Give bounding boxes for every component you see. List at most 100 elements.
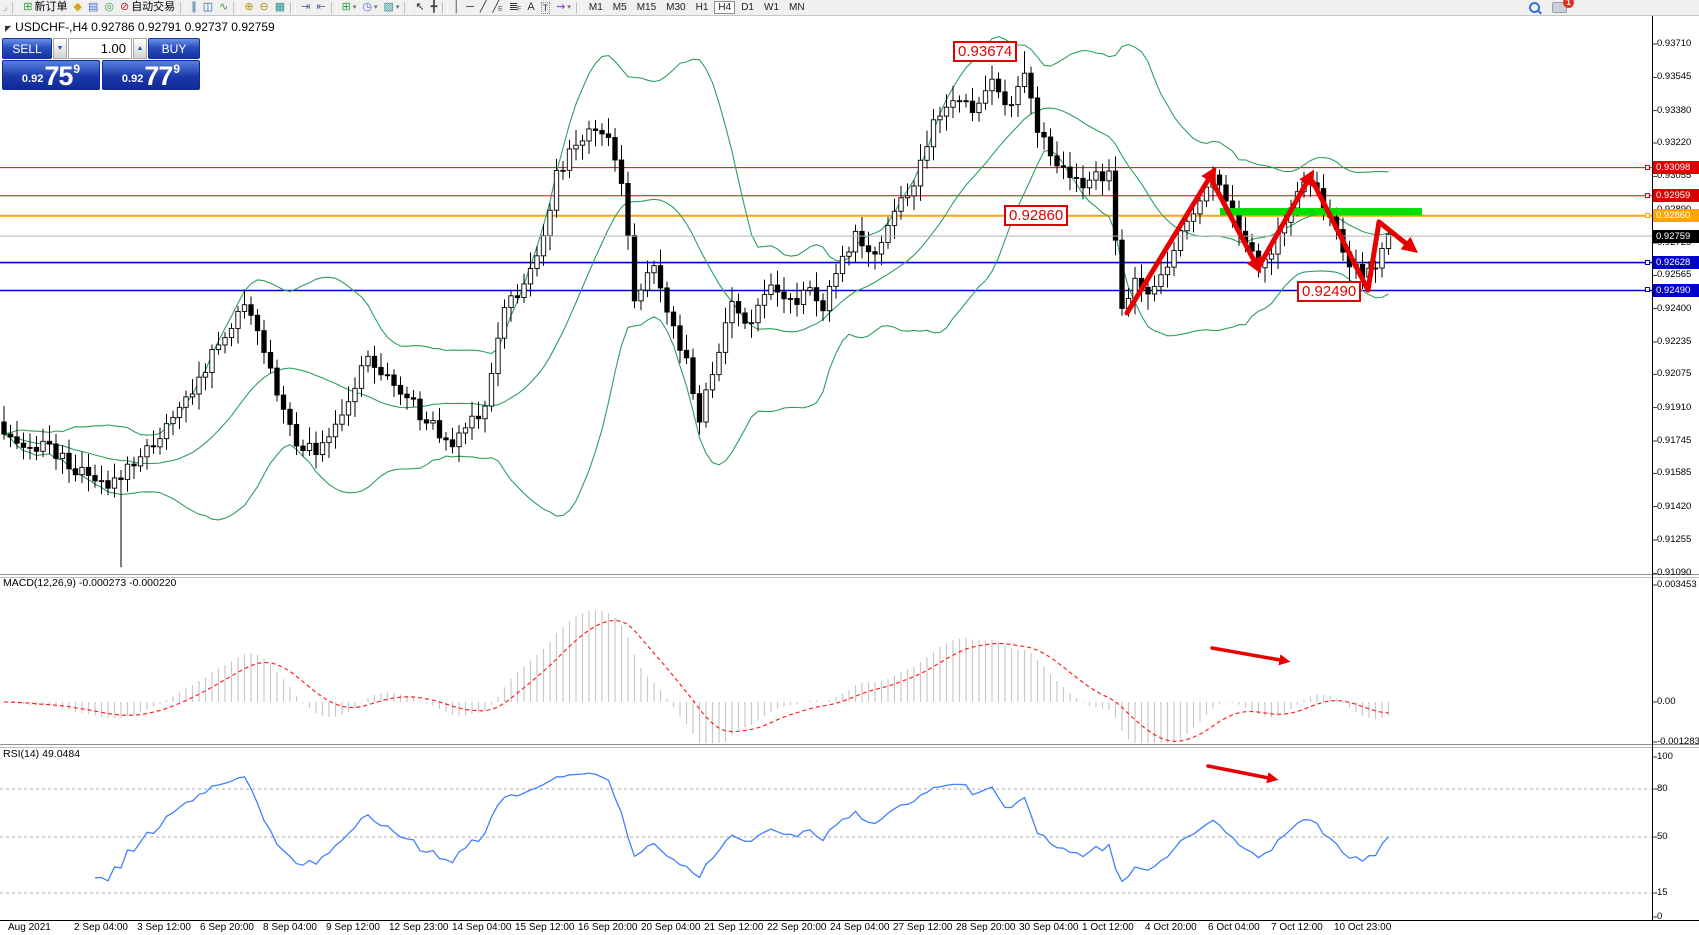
time-axis-label[interactable]: 24 Sep 04:00 <box>830 922 890 933</box>
time-axis-label[interactable]: 10 Oct 23:00 <box>1334 922 1392 933</box>
time-axis-label[interactable]: 9 Sep 12:00 <box>326 922 380 933</box>
notifications-icon[interactable]: 1 <box>1552 0 1574 13</box>
macd-values: -0.000273 -0.000220 <box>78 577 177 589</box>
zoom-in-icon[interactable]: ⊕ <box>244 1 254 13</box>
search-icon[interactable] <box>1529 2 1540 13</box>
crosshair-icon[interactable]: ╋ <box>430 1 438 13</box>
cursor-icon[interactable]: ↖ <box>415 1 425 13</box>
buy-price-button[interactable]: 0.92 77 9 <box>102 60 200 90</box>
main-toolbar: ◞ ⊞ 新订单 ◆ ▤ ◎ ⊘ 自动交易 ∥ ◫ ∿ ⊕ ⊖ ▦ ⇥ ⇤ ⊞ ▾ ◷ ▾ ▧ ▾ ↖ ╋ │ ─ ╱ ╱ E ≣ F A T ⇝ ▾… <box>0 0 1699 16</box>
price-tick-label: 0.91255 <box>1657 534 1692 545</box>
timeframe-button-h1[interactable]: H1 <box>695 2 709 13</box>
rsi-annotation-arrow[interactable] <box>1206 764 1279 784</box>
price-callout-0.93674[interactable]: 0.93674 <box>953 41 1018 62</box>
timeframe-button-m5[interactable]: M5 <box>612 2 627 13</box>
time-axis-label[interactable]: Aug 2021 <box>8 922 51 933</box>
time-axis-label[interactable]: 28 Sep 20:00 <box>956 922 1016 933</box>
current-price-badge: 0.92759 <box>1653 229 1699 243</box>
sell-button[interactable]: SELL <box>2 38 52 59</box>
time-axis-label[interactable]: 30 Sep 04:00 <box>1019 922 1079 933</box>
time-axis-label[interactable]: 4 Oct 20:00 <box>1145 922 1197 933</box>
timeframe-button-w1[interactable]: W1 <box>764 2 779 13</box>
time-axis-label[interactable]: 6 Sep 20:00 <box>200 922 254 933</box>
channel-icon[interactable]: ╱ E <box>492 1 503 13</box>
line-chart-icon[interactable]: ∿ <box>219 1 229 13</box>
price-tick-label: 0.93710 <box>1657 38 1692 49</box>
price-line-badge-0.92959: 0.92959 <box>1653 189 1699 203</box>
buy-price-sup: 9 <box>173 62 181 76</box>
ticket-icon[interactable]: ◆ <box>73 1 82 13</box>
tile-windows-icon[interactable]: ▦ <box>274 1 286 13</box>
lot-increase-button[interactable]: ▲ <box>133 38 147 59</box>
line-endpoint-marker <box>1645 212 1650 218</box>
time-axis-label[interactable]: 3 Sep 12:00 <box>137 922 191 933</box>
lot-decrease-button[interactable]: ▼ <box>53 38 67 59</box>
timeframe-button-m30[interactable]: M30 <box>666 2 686 13</box>
macd-scale-label: 0.00 <box>1657 696 1676 707</box>
timeframe-button-h4[interactable]: H4 <box>714 1 736 14</box>
time-axis-label[interactable]: 6 Oct 04:00 <box>1208 922 1260 933</box>
chart-profile-icon[interactable]: ▤ <box>87 1 99 13</box>
sell-price-sup: 9 <box>73 62 81 76</box>
buy-button[interactable]: BUY <box>148 38 200 59</box>
notification-badge: 1 <box>1563 0 1574 8</box>
time-axis-label[interactable]: 2 Sep 04:00 <box>74 922 128 933</box>
price-callout-0.92860[interactable]: 0.92860 <box>1004 205 1069 226</box>
rsi-scale-label: 80 <box>1657 783 1668 794</box>
autotrade-icon[interactable]: ⊘ 自动交易 <box>119 1 176 13</box>
rsi-scale-label: 0 <box>1657 911 1663 922</box>
resistance-zone[interactable] <box>1220 208 1422 216</box>
time-axis-label[interactable]: 16 Sep 20:00 <box>578 922 638 933</box>
timeframe-button-mn[interactable]: MN <box>789 2 805 13</box>
price-line-badge-0.92490: 0.92490 <box>1653 283 1699 297</box>
time-axis-label[interactable]: 14 Sep 04:00 <box>452 922 512 933</box>
new-order-icon[interactable]: ⊞ 新订单 <box>23 1 68 13</box>
timeframe-button-m15[interactable]: M15 <box>636 2 657 13</box>
lot-size-input[interactable]: 1.00 <box>68 38 132 59</box>
line-endpoint-marker <box>1645 164 1650 170</box>
time-axis-label[interactable]: 12 Sep 23:00 <box>389 922 449 933</box>
time-axis-label[interactable]: 21 Sep 12:00 <box>704 922 764 933</box>
sell-price-button[interactable]: 0.92 75 9 <box>2 60 100 90</box>
trend-annotation-arrows[interactable] <box>1124 166 1419 316</box>
candles-chart-icon[interactable]: ◫ <box>202 1 214 13</box>
periods-icon[interactable]: ◷ ▾ <box>362 1 378 13</box>
chart-collapse-icon[interactable]: ◤ <box>5 24 12 33</box>
rsi-line <box>94 772 1389 883</box>
price-tick-label: 0.91420 <box>1657 500 1692 512</box>
macd-histogram <box>3 610 1390 743</box>
text-icon[interactable]: A <box>527 1 535 13</box>
time-axis-label[interactable]: 7 Oct 12:00 <box>1271 922 1323 933</box>
templates-icon[interactable]: ▧ ▾ <box>383 1 400 13</box>
price-callout-0.92490[interactable]: 0.92490 <box>1297 281 1362 302</box>
line-endpoint-marker <box>1645 192 1650 198</box>
vline-icon[interactable]: │ <box>453 1 461 13</box>
hline-icon[interactable]: ─ <box>466 1 474 13</box>
time-axis-label[interactable]: 20 Sep 04:00 <box>641 922 701 933</box>
trendline-icon[interactable]: ╱ <box>479 1 487 13</box>
arrows-icon[interactable]: ⇝ ▾ <box>556 1 571 13</box>
time-axis-label[interactable]: 1 Oct 12:00 <box>1082 922 1134 933</box>
time-axis-label[interactable]: 8 Sep 04:00 <box>263 922 317 933</box>
chart-canvas[interactable] <box>0 16 1699 935</box>
signals-icon[interactable]: ◎ <box>104 1 114 13</box>
macd-annotation-arrow[interactable] <box>1210 646 1291 666</box>
zoom-out-icon[interactable]: ⊖ <box>259 1 269 13</box>
one-click-trade-panel: SELL ▼ 1.00 ▲ BUY 0.92 75 9 0.92 77 9 <box>2 38 200 90</box>
fibonacci-icon[interactable]: ≣ F <box>508 1 522 13</box>
macd-scale-label: -0.001283 <box>1657 736 1699 747</box>
auto-scroll-icon[interactable]: ⇥ <box>301 1 311 13</box>
timeframe-button-d1[interactable]: D1 <box>741 2 754 13</box>
macd-scale-label: 0.003453 <box>1657 579 1697 590</box>
label-icon[interactable]: T <box>540 1 551 14</box>
clipped-icon[interactable]: ◞ <box>3 1 8 13</box>
time-axis-label[interactable]: 22 Sep 20:00 <box>767 922 827 933</box>
chart-shift-icon[interactable]: ⇤ <box>316 1 326 13</box>
time-axis-label[interactable]: 15 Sep 12:00 <box>515 922 575 933</box>
indicators-icon[interactable]: ⊞ ▾ <box>341 1 357 13</box>
time-axis-label[interactable]: 27 Sep 12:00 <box>893 922 953 933</box>
chart-title: ◤ USDCHF-,H4 0.92786 0.92791 0.92737 0.92… <box>5 20 275 34</box>
timeframe-button-m1[interactable]: M1 <box>588 2 603 13</box>
bars-chart-icon[interactable]: ∥ <box>191 1 197 13</box>
toolbar-separator <box>330 1 337 14</box>
